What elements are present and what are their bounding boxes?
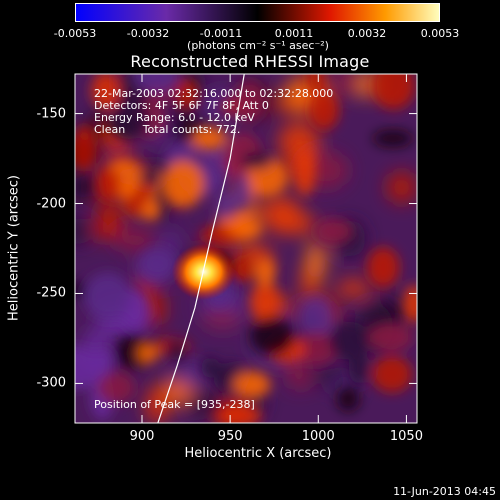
image-patch [166, 339, 187, 361]
image-patch [215, 405, 262, 423]
image-patch [145, 385, 170, 423]
colorbar [75, 3, 440, 22]
image-patch [174, 77, 199, 110]
chart-title: Reconstructed RHESSI Image [130, 52, 370, 71]
info-peak: Position of Peak = [935,-238] [94, 398, 255, 411]
image-patch [95, 167, 121, 203]
heatmap-image [75, 74, 417, 423]
image-patch [75, 346, 100, 390]
colorbar-units: (photons cm⁻² s⁻¹ asec⁻²) [187, 39, 329, 52]
image-patch [311, 369, 349, 386]
image-patch [92, 220, 121, 240]
image-patch [306, 240, 326, 282]
x-tick-label: 900 [129, 429, 155, 444]
image-patch [403, 285, 417, 323]
image-patch [138, 246, 177, 281]
image-patch [91, 74, 121, 110]
image-patch [336, 385, 360, 412]
plot-frame [74, 73, 418, 424]
colorbar-tick-label: 0.0032 [347, 27, 387, 40]
image-patch [228, 220, 262, 237]
image-patch [75, 280, 86, 300]
image-patch [240, 151, 273, 170]
image-patch [288, 368, 312, 390]
colorbar-tick-label: 0.0011 [274, 27, 314, 40]
image-patch [330, 74, 362, 96]
image-patch [115, 227, 156, 253]
image-patch [201, 357, 221, 378]
colorbar-tick-label: -0.0053 [53, 27, 97, 40]
x-axis-label: Heliocentric X (arcsec) [184, 446, 332, 461]
image-patch [108, 101, 151, 140]
colorbar-tick-label: 0.0053 [420, 27, 460, 40]
image-patch [84, 272, 132, 321]
colorbar-tick-label: -0.0032 [126, 27, 170, 40]
image-patch [249, 316, 295, 356]
image-patch [231, 79, 268, 123]
info-time: 22-Mar-2003 02:32:16.000 to 02:32:28.000 [94, 87, 334, 100]
image-patch [75, 175, 97, 199]
image-patch [174, 362, 209, 388]
image-patch [137, 343, 158, 364]
image-patch [367, 321, 414, 353]
x-tick-label: 1050 [389, 429, 423, 444]
image-patch [189, 126, 227, 150]
image-patch [184, 389, 227, 419]
x-tick-label: 1000 [301, 429, 335, 444]
image-patch [348, 352, 370, 385]
y-axis-label: Heliocentric Y (arcsec) [6, 175, 22, 321]
image-patch [271, 213, 318, 235]
info-counts: Clean Total counts: 772. [94, 123, 241, 136]
footer-date: 11-Jun-2013 04:45 [393, 485, 496, 498]
image-patch [232, 257, 253, 282]
image-patch [372, 74, 415, 110]
info-energy: Energy Range: 6.0 - 12.0 keV [94, 111, 255, 124]
image-patch [386, 171, 417, 204]
image-patch [142, 200, 160, 221]
image-patch [305, 74, 327, 93]
image-patch [366, 247, 400, 288]
image-patch [97, 371, 135, 404]
image-patch [161, 160, 205, 208]
image-patch [201, 309, 242, 328]
y-tick-label: -300 [36, 375, 66, 391]
x-tick-label: 950 [217, 429, 243, 444]
image-patch [250, 281, 280, 322]
image-patch [75, 218, 95, 245]
y-tick-label: -200 [36, 196, 66, 212]
image-patch [75, 124, 97, 172]
y-tick-label: -150 [36, 106, 66, 122]
image-patch [255, 257, 276, 287]
image-patch [94, 347, 113, 377]
image-patch [372, 356, 412, 393]
image-patch [292, 332, 338, 366]
image-patch [336, 279, 371, 298]
colorbar-tick-label: -0.0011 [199, 27, 243, 40]
image-patch [232, 371, 271, 399]
image-patch [298, 295, 336, 340]
colorbar-gradient [75, 3, 440, 22]
image-patch [328, 321, 370, 360]
solar-limb-line [157, 74, 245, 423]
info-detectors: Detectors: 4F 5F 6F 7F 8F, Att 0 [94, 99, 269, 112]
image-patch [232, 173, 252, 212]
image-patch [132, 74, 181, 94]
image-patch [313, 218, 354, 245]
y-tick-label: -250 [36, 285, 66, 301]
image-patch [308, 89, 340, 131]
image-patch [372, 130, 413, 147]
image-patch [294, 148, 316, 196]
